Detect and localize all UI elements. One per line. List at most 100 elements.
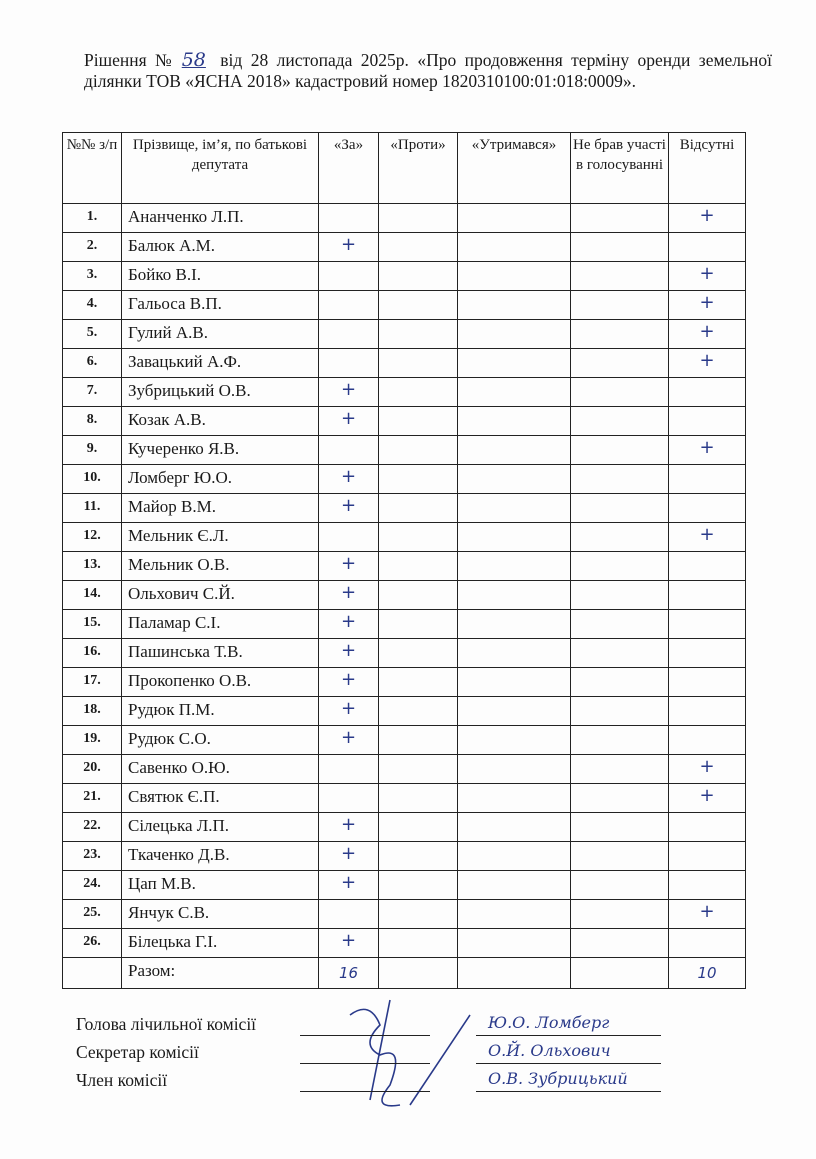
vote-cell-for bbox=[318, 348, 379, 378]
deputy-name: Рудюк С.О. bbox=[121, 725, 319, 755]
vote-cell-absent bbox=[668, 580, 746, 610]
vote-cell-against bbox=[378, 348, 458, 378]
vote-mark: + bbox=[340, 669, 357, 690]
row-number: 2. bbox=[62, 232, 122, 262]
row-number: 18. bbox=[62, 696, 122, 726]
vote-cell-for bbox=[318, 290, 379, 320]
signatory-name: Ю.О. Ломберг bbox=[488, 1013, 610, 1032]
deputy-name: Савенко О.Ю. bbox=[121, 754, 319, 784]
vote-cell-absent bbox=[668, 406, 746, 436]
table-row: 18. Рудюк П.М. + bbox=[62, 696, 746, 726]
vote-cell-not-voted bbox=[570, 522, 669, 552]
header-name: Прізвище, ім’я, по батькові депутата bbox=[121, 132, 319, 204]
vote-mark: + bbox=[699, 756, 715, 777]
vote-cell-against bbox=[378, 667, 458, 697]
deputy-name: Зубрицький О.В. bbox=[121, 377, 319, 407]
vote-cell-for: + bbox=[318, 667, 379, 697]
vote-cell-not-voted bbox=[570, 870, 669, 900]
decision-heading: Рішення № 58 від 28 листопада 2025р. «Про… bbox=[84, 50, 772, 92]
vote-cell-not-voted bbox=[570, 667, 669, 697]
vote-cell-not-voted bbox=[570, 754, 669, 784]
vote-cell-for: + bbox=[318, 696, 379, 726]
deputy-name: Мельник О.В. bbox=[121, 551, 319, 581]
vote-cell-not-voted bbox=[570, 551, 669, 581]
vote-cell-abstained bbox=[457, 290, 571, 320]
vote-cell-for bbox=[318, 203, 379, 233]
vote-cell-for bbox=[318, 522, 379, 552]
deputy-name: Гальоса В.П. bbox=[121, 290, 319, 320]
vote-mark: + bbox=[699, 437, 715, 458]
table-row: 9. Кучеренко Я.В. + bbox=[62, 435, 746, 465]
heading-prefix: Рішення № bbox=[84, 50, 176, 70]
vote-cell-not-voted bbox=[570, 638, 669, 668]
deputy-name: Сілецька Л.П. bbox=[121, 812, 319, 842]
vote-cell-abstained bbox=[457, 667, 571, 697]
vote-cell-against bbox=[378, 435, 458, 465]
row-number: 7. bbox=[62, 377, 122, 407]
table-header-row: №№ з/п Прізвище, ім’я, по батькові депут… bbox=[62, 132, 746, 204]
vote-cell-absent bbox=[668, 812, 746, 842]
row-number: 9. bbox=[62, 435, 122, 465]
deputy-name: Білецька Г.І. bbox=[121, 928, 319, 958]
header-abstained: «Утримався» bbox=[457, 132, 571, 204]
vote-cell-against bbox=[378, 464, 458, 494]
vote-cell-not-voted bbox=[570, 696, 669, 726]
vote-cell-not-voted bbox=[570, 841, 669, 871]
vote-cell-absent: + bbox=[668, 261, 746, 291]
vote-cell-absent bbox=[668, 928, 746, 958]
row-number: 21. bbox=[62, 783, 122, 813]
deputy-name: Рудюк П.М. bbox=[121, 696, 319, 726]
vote-cell-not-voted bbox=[570, 435, 669, 465]
vote-cell-for bbox=[318, 899, 379, 929]
row-number: 8. bbox=[62, 406, 122, 436]
vote-cell-for: + bbox=[318, 928, 379, 958]
table-row: 26. Білецька Г.І. + bbox=[62, 928, 746, 958]
vote-cell-not-voted bbox=[570, 609, 669, 639]
vote-cell-not-voted bbox=[570, 493, 669, 523]
vote-cell-for bbox=[318, 319, 379, 349]
deputy-name: Бойко В.І. bbox=[121, 261, 319, 291]
row-number: 6. bbox=[62, 348, 122, 378]
vote-cell-abstained bbox=[457, 377, 571, 407]
row-number: 16. bbox=[62, 638, 122, 668]
vote-cell-absent bbox=[668, 725, 746, 755]
table-row: 1. Ананченко Л.П. + bbox=[62, 203, 746, 233]
signature-line bbox=[300, 1063, 430, 1064]
vote-cell-absent bbox=[668, 609, 746, 639]
signature-role: Секретар комісії bbox=[76, 1042, 199, 1062]
signature-area: Голова лічильної комісії Ю.О. Ломберг Се… bbox=[76, 999, 816, 1141]
row-number: 4. bbox=[62, 290, 122, 320]
row-number: 13. bbox=[62, 551, 122, 581]
vote-cell-for: + bbox=[318, 725, 379, 755]
vote-cell-for: + bbox=[318, 464, 379, 494]
vote-cell-for: + bbox=[318, 406, 379, 436]
vote-cell-abstained bbox=[457, 406, 571, 436]
vote-cell-against bbox=[378, 696, 458, 726]
row-number: 20. bbox=[62, 754, 122, 784]
vote-cell-for: + bbox=[318, 870, 379, 900]
vote-cell-not-voted bbox=[570, 406, 669, 436]
table-row: 5. Гулий А.В. + bbox=[62, 319, 746, 349]
table-row: 14. Ольхович С.Й. + bbox=[62, 580, 746, 610]
vote-mark: + bbox=[699, 524, 715, 545]
vote-cell-not-voted bbox=[570, 377, 669, 407]
vote-cell-abstained bbox=[457, 899, 571, 929]
vote-cell-against bbox=[378, 812, 458, 842]
vote-cell-against bbox=[378, 783, 458, 813]
vote-cell-not-voted bbox=[570, 783, 669, 813]
vote-cell-absent bbox=[668, 841, 746, 871]
vote-cell-against bbox=[378, 203, 458, 233]
vote-cell-abstained bbox=[457, 435, 571, 465]
vote-cell-against bbox=[378, 551, 458, 581]
vote-cell-not-voted bbox=[570, 348, 669, 378]
total-abstained bbox=[457, 957, 571, 989]
vote-cell-absent bbox=[668, 696, 746, 726]
vote-cell-absent bbox=[668, 377, 746, 407]
vote-mark: + bbox=[699, 350, 715, 371]
row-number: 1. bbox=[62, 203, 122, 233]
vote-mark: + bbox=[340, 727, 357, 748]
table-row: 4. Гальоса В.П. + bbox=[62, 290, 746, 320]
vote-cell-absent bbox=[668, 667, 746, 697]
vote-mark: + bbox=[340, 466, 357, 487]
vote-cell-absent: + bbox=[668, 348, 746, 378]
